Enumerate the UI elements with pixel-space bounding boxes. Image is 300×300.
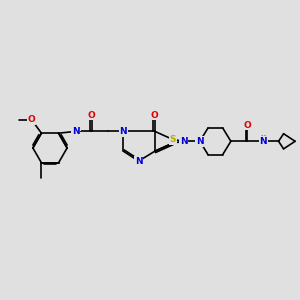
Text: H: H [75,126,80,131]
Text: N: N [135,157,142,166]
Text: O: O [243,121,251,130]
Text: N: N [260,137,267,146]
Text: N: N [119,127,127,136]
Text: N: N [196,137,204,146]
Text: N: N [72,127,80,136]
Text: S: S [169,135,176,144]
Text: O: O [88,111,96,120]
Text: O: O [151,111,159,120]
Text: N: N [119,127,127,136]
Text: O: O [28,115,35,124]
Text: N: N [180,137,188,146]
Text: H: H [261,135,266,140]
